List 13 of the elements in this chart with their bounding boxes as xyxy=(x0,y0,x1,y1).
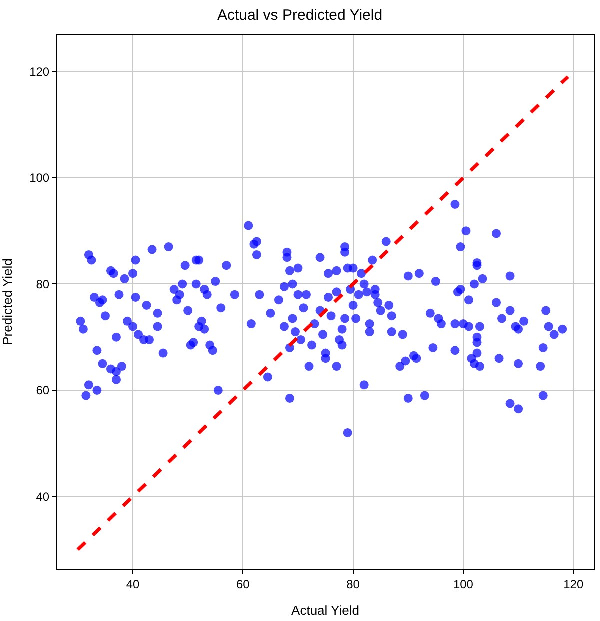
y-tick-label: 120 xyxy=(30,64,50,79)
x-tick-label: 80 xyxy=(346,577,360,592)
x-tick-label: 40 xyxy=(126,577,140,592)
y-tick-label: 80 xyxy=(36,277,50,292)
x-tick-label: 120 xyxy=(564,577,584,592)
chart-title: Actual vs Predicted Yield xyxy=(217,6,383,24)
x-tick-label: 100 xyxy=(453,577,474,592)
x-tick-label: 60 xyxy=(236,577,250,592)
y-tick-label: 40 xyxy=(36,490,50,504)
y-axis-title: Predicted Yield xyxy=(0,258,15,346)
x-axis-title: Actual Yield xyxy=(292,603,360,618)
y-tick-label: 100 xyxy=(30,171,50,186)
y-tick-label: 60 xyxy=(36,384,50,398)
